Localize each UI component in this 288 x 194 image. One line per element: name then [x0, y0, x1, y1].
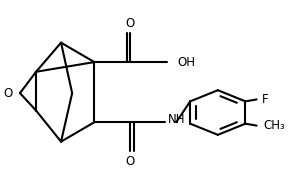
- Text: O: O: [4, 87, 13, 100]
- Text: O: O: [126, 17, 135, 30]
- Text: F: F: [262, 93, 269, 106]
- Text: CH₃: CH₃: [264, 119, 285, 132]
- Text: O: O: [126, 154, 135, 168]
- Text: NH: NH: [168, 113, 185, 126]
- Text: OH: OH: [178, 55, 196, 69]
